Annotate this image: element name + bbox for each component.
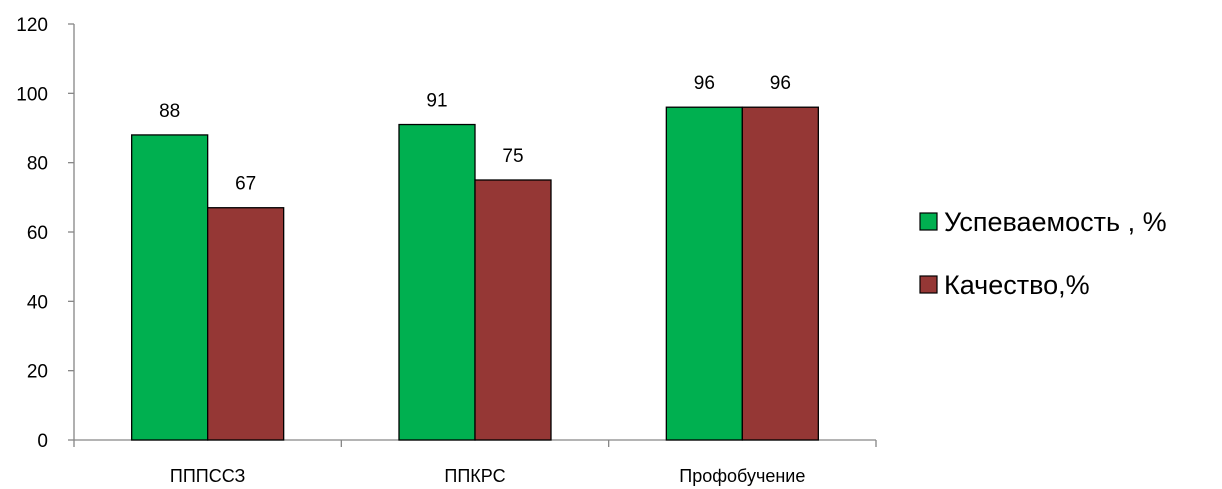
y-tick-label: 20: [27, 362, 48, 383]
bar-kachestvo: [741, 106, 819, 441]
bar-kachestvo: [474, 179, 552, 441]
y-tick-label: 100: [16, 84, 48, 105]
legend-label: Успеваемость , %: [944, 207, 1167, 237]
y-tick-label: 120: [16, 15, 48, 36]
x-tick-label: Профобучение: [679, 466, 805, 486]
bars: [131, 106, 819, 441]
x-tick-label: ППКРС: [444, 466, 505, 486]
legend: Успеваемость , % Качество,%: [919, 207, 1167, 300]
x-axis: ПППССЗ ППКРС Профобучение: [73, 439, 877, 486]
data-label: 75: [502, 146, 523, 167]
data-label: 96: [694, 73, 715, 94]
x-tick-label: ПППССЗ: [170, 466, 245, 486]
legend-swatch: [919, 212, 938, 231]
y-tick-label: 60: [27, 223, 48, 244]
data-label: 88: [159, 101, 180, 122]
data-label: 96: [770, 73, 791, 94]
legend-swatch: [919, 275, 938, 294]
data-label: 91: [426, 91, 447, 112]
bar-uspevaemost: [398, 123, 476, 441]
data-labels: 88 67 91 75 96 96: [159, 73, 791, 195]
data-label: 67: [235, 174, 256, 195]
y-axis: 0 20 40 60 80 100 120: [16, 15, 75, 452]
y-tick-label: 0: [37, 431, 48, 452]
bar-kachestvo: [207, 207, 285, 441]
legend-label: Качество,%: [944, 270, 1090, 300]
bar-uspevaemost: [131, 134, 209, 441]
y-tick-label: 40: [27, 292, 48, 313]
y-tick-label: 80: [27, 154, 48, 175]
bar-uspevaemost: [665, 106, 743, 441]
